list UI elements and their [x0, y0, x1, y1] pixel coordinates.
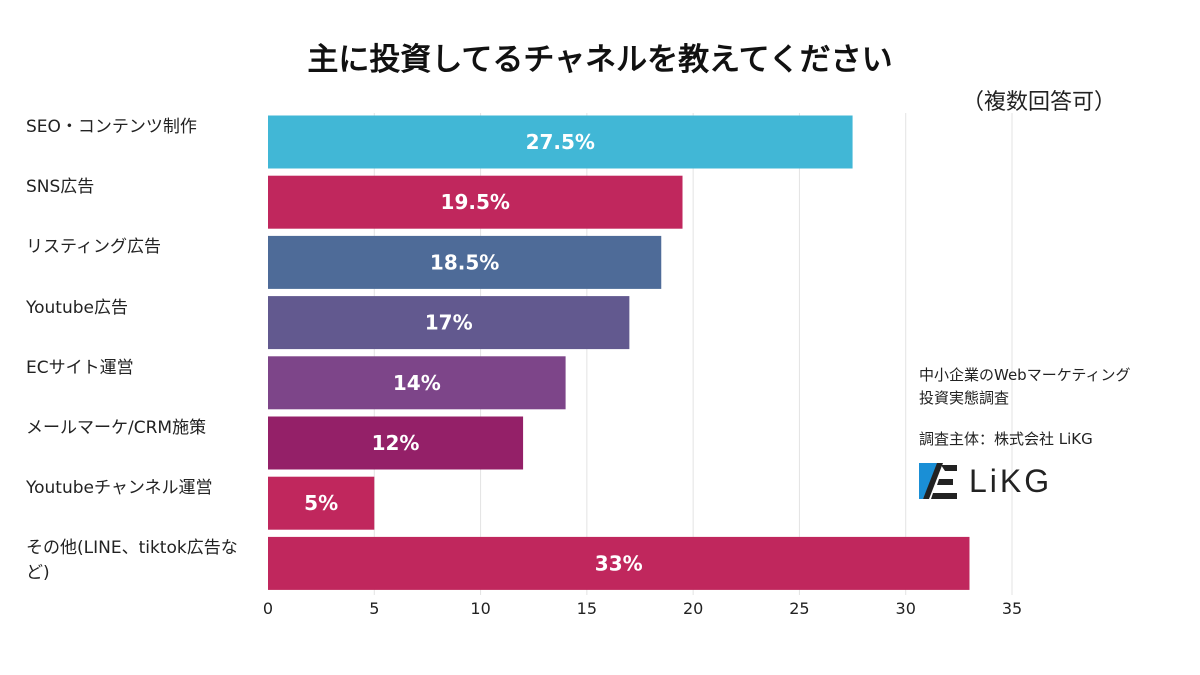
credit-line-1: 中小企業のWebマーケティング: [919, 366, 1131, 384]
bar: [268, 356, 566, 410]
bar: [268, 175, 683, 229]
data-label: 14%: [393, 371, 441, 395]
bar: [268, 296, 630, 350]
category-label: リスティング広告: [26, 237, 161, 258]
bar: [268, 476, 375, 530]
category-label: SEO・コンテンツ制作: [26, 117, 197, 137]
bar: [268, 235, 662, 289]
category-label: Youtube広告: [26, 297, 128, 318]
x-tick-label: 20: [683, 599, 703, 618]
x-tick-label: 30: [896, 599, 916, 618]
credit-survey-name: 中小企業のWebマーケティング 投資実態調査: [919, 364, 1131, 410]
bar: [268, 536, 970, 590]
category-label: ECサイト運営: [26, 357, 134, 378]
category-label: その他(LINE、tiktok広告など): [26, 538, 238, 584]
chart-subtitle: （複数回答可）: [962, 90, 1117, 115]
data-label: 18.5%: [430, 250, 499, 274]
credit-line-2: 投資実態調査: [919, 389, 1010, 407]
x-tick-label: 5: [369, 599, 379, 618]
likg-logo: LiKG: [919, 461, 1079, 501]
data-label: 19.5%: [441, 190, 510, 214]
category-label: Youtubeチャンネル運営: [26, 478, 213, 499]
data-label: 12%: [372, 431, 420, 455]
data-label: 27.5%: [526, 130, 595, 154]
credit-organizer: 調査主体：株式会社 LiKG: [919, 430, 1093, 448]
x-tick-label: 0: [263, 599, 273, 618]
data-label: 5%: [304, 491, 338, 515]
chart-title: 主に投資してるチャネルを教えてください: [307, 42, 893, 78]
bar: [268, 115, 853, 169]
x-tick-label: 35: [1002, 599, 1022, 618]
category-label: SNS広告: [26, 177, 95, 198]
x-tick-label: 25: [789, 599, 809, 618]
likg-logo-mark-icon: [919, 463, 957, 499]
bar: [268, 416, 524, 470]
category-label: メールマーケ/CRM施策: [26, 418, 207, 438]
data-label: 17%: [425, 311, 473, 335]
data-label: 33%: [595, 551, 643, 575]
x-tick-label: 15: [577, 599, 597, 618]
x-tick-label: 10: [470, 599, 490, 618]
